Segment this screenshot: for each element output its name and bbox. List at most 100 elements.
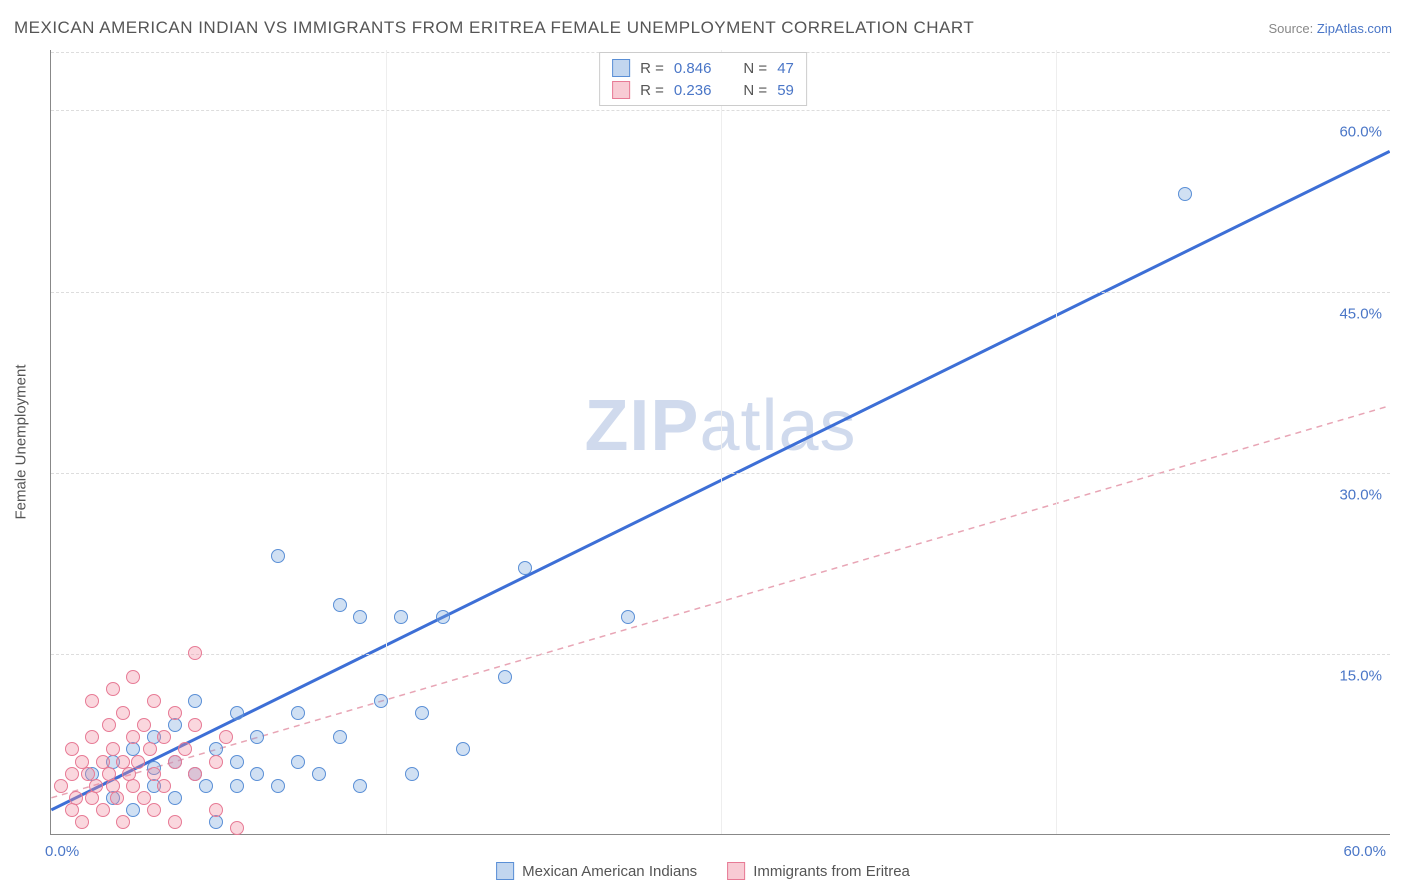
data-point-pink: [188, 646, 202, 660]
data-point-blue: [374, 694, 388, 708]
data-point-pink: [106, 682, 120, 696]
data-point-pink: [89, 779, 103, 793]
data-point-blue: [188, 694, 202, 708]
source-prefix: Source:: [1268, 21, 1316, 36]
data-point-pink: [102, 718, 116, 732]
gridline-v: [1056, 50, 1057, 834]
x-tick-max: 60.0%: [1343, 843, 1386, 860]
data-point-blue: [436, 610, 450, 624]
y-tick-label: 60.0%: [1339, 124, 1382, 141]
n-value-blue: 47: [777, 60, 794, 77]
data-point-blue: [199, 779, 213, 793]
legend-item-pink: Immigrants from Eritrea: [727, 862, 910, 880]
data-point-pink: [126, 670, 140, 684]
data-point-blue: [405, 767, 419, 781]
gridline-v: [721, 50, 722, 834]
data-point-pink: [116, 815, 130, 829]
data-point-blue: [230, 779, 244, 793]
data-point-pink: [131, 755, 145, 769]
series-legend: Mexican American Indians Immigrants from…: [496, 862, 910, 880]
data-point-blue: [621, 610, 635, 624]
swatch-blue: [612, 59, 630, 77]
data-point-pink: [96, 803, 110, 817]
swatch-pink: [727, 862, 745, 880]
data-point-blue: [333, 598, 347, 612]
data-point-blue: [312, 767, 326, 781]
data-point-pink: [219, 730, 233, 744]
data-point-pink: [85, 694, 99, 708]
data-point-blue: [291, 706, 305, 720]
legend-item-blue: Mexican American Indians: [496, 862, 697, 880]
data-point-pink: [178, 742, 192, 756]
r-label: R =: [640, 60, 664, 77]
data-point-pink: [137, 791, 151, 805]
data-point-blue: [168, 791, 182, 805]
data-point-pink: [157, 730, 171, 744]
x-tick-min: 0.0%: [45, 843, 79, 860]
swatch-blue: [496, 862, 514, 880]
data-point-pink: [126, 779, 140, 793]
chart-title: MEXICAN AMERICAN INDIAN VS IMMIGRANTS FR…: [14, 18, 974, 38]
y-tick-label: 15.0%: [1339, 667, 1382, 684]
data-point-pink: [147, 803, 161, 817]
data-point-blue: [271, 779, 285, 793]
data-point-pink: [65, 767, 79, 781]
legend-label-pink: Immigrants from Eritrea: [753, 863, 910, 880]
y-tick-label: 45.0%: [1339, 305, 1382, 322]
source-attribution: Source: ZipAtlas.com: [1268, 21, 1392, 36]
data-point-pink: [230, 821, 244, 835]
r-value-pink: 0.236: [674, 82, 712, 99]
data-point-pink: [137, 718, 151, 732]
header: MEXICAN AMERICAN INDIAN VS IMMIGRANTS FR…: [14, 18, 1392, 38]
data-point-pink: [54, 779, 68, 793]
data-point-blue: [394, 610, 408, 624]
data-point-pink: [65, 742, 79, 756]
data-point-pink: [188, 767, 202, 781]
source-link[interactable]: ZipAtlas.com: [1317, 21, 1392, 36]
data-point-pink: [106, 742, 120, 756]
data-point-pink: [116, 706, 130, 720]
r-value-blue: 0.846: [674, 60, 712, 77]
data-point-blue: [271, 549, 285, 563]
data-point-blue: [353, 610, 367, 624]
data-point-pink: [85, 730, 99, 744]
data-point-blue: [291, 755, 305, 769]
y-tick-label: 30.0%: [1339, 486, 1382, 503]
data-point-blue: [498, 670, 512, 684]
data-point-pink: [209, 803, 223, 817]
data-point-pink: [168, 755, 182, 769]
data-point-pink: [209, 755, 223, 769]
data-point-pink: [157, 779, 171, 793]
data-point-blue: [230, 706, 244, 720]
data-point-blue: [333, 730, 347, 744]
data-point-pink: [147, 767, 161, 781]
gridline-v: [386, 50, 387, 834]
correlation-legend: R = 0.846 N = 47 R = 0.236 N = 59: [599, 52, 807, 106]
data-point-blue: [353, 779, 367, 793]
data-point-blue: [415, 706, 429, 720]
y-axis-label: Female Unemployment: [13, 364, 30, 519]
data-point-blue: [168, 718, 182, 732]
swatch-pink: [612, 81, 630, 99]
data-point-pink: [168, 815, 182, 829]
data-point-pink: [65, 803, 79, 817]
data-point-blue: [1178, 187, 1192, 201]
watermark-rest: atlas: [699, 386, 856, 466]
data-point-blue: [518, 561, 532, 575]
legend-row-blue: R = 0.846 N = 47: [612, 57, 794, 79]
n-value-pink: 59: [777, 82, 794, 99]
watermark-bold: ZIP: [584, 386, 699, 466]
data-point-pink: [147, 694, 161, 708]
data-point-pink: [75, 815, 89, 829]
data-point-blue: [126, 803, 140, 817]
plot-area: Female Unemployment 0.0% 60.0% ZIPatlas …: [50, 50, 1390, 835]
data-point-blue: [230, 755, 244, 769]
scatter-chart: Female Unemployment 0.0% 60.0% ZIPatlas …: [50, 50, 1390, 835]
legend-label-blue: Mexican American Indians: [522, 863, 697, 880]
data-point-pink: [188, 718, 202, 732]
data-point-pink: [126, 730, 140, 744]
legend-row-pink: R = 0.236 N = 59: [612, 79, 794, 101]
data-point-pink: [85, 791, 99, 805]
data-point-blue: [456, 742, 470, 756]
data-point-pink: [69, 791, 83, 805]
